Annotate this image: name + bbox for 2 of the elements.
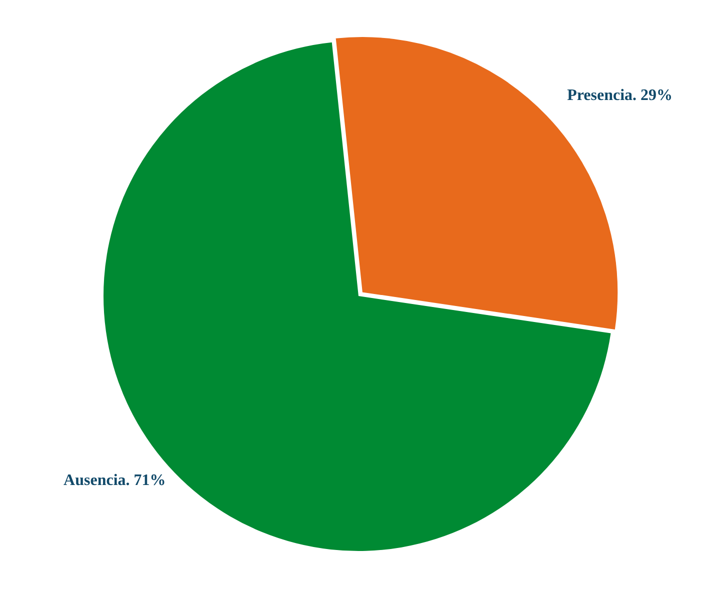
slice-label: Presencia. 29% [567, 87, 673, 104]
slice-label: Ausencia. 71% [64, 472, 166, 489]
